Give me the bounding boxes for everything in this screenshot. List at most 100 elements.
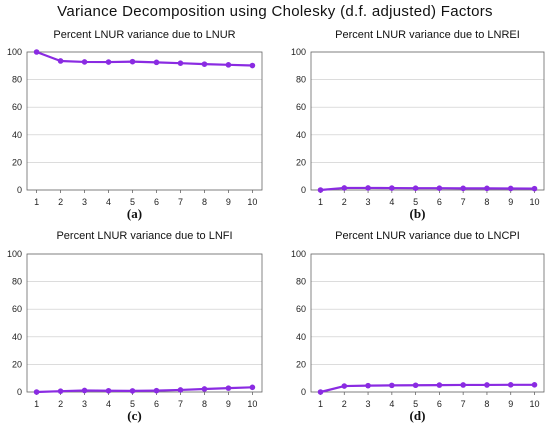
panel-b-ytick-label: 0 [301,185,306,195]
panel-b-xtick-label: 4 [389,197,394,207]
panel-a-xtick-label: 2 [58,197,63,207]
figure-title: Variance Decomposition using Cholesky (d… [57,3,493,20]
panel-b-data-point [317,187,324,193]
panel-a-xtick-label: 10 [247,197,257,207]
panel-b-data-point [531,185,538,192]
panel-c-xtick-label: 2 [58,399,63,409]
panel-b-xtick-label: 5 [413,197,418,207]
panel-d-data-point [460,382,466,388]
panel-a-xtick-label: 4 [106,197,111,207]
panel-d-xtick-label: 1 [318,399,323,409]
panel-c-xtick-label: 7 [178,399,183,409]
panel-d-label: (d) [410,408,426,423]
panel-b-data-point [389,185,395,191]
panel-c-ytick-label: 100 [7,249,22,259]
panel-c-data-point [105,387,112,394]
panel-d-series-line [320,383,535,394]
panel-b-xtick-label: 7 [461,197,466,207]
panel-c-data-point [81,387,88,394]
panel-d-xtick-label: 6 [437,399,442,409]
panel-a-ytick-label: 40 [12,130,22,140]
panel-a-xtick-label: 9 [226,197,231,207]
panel-b-ytick-label: 100 [291,47,306,57]
panel-a-xtick-label: 5 [130,197,135,207]
panel-d-title: Percent LNUR variance due to LNCPI [335,230,520,242]
panel-b-ytick-label: 20 [296,157,306,167]
panel-a-xtick-label: 6 [154,197,159,207]
panel-b-title: Percent LNUR variance due to LNREI [335,29,520,41]
panel-b-ytick-label: 40 [296,130,306,140]
panel-d-ytick-label: 80 [296,277,306,287]
panel-c-ytick-label: 40 [12,332,22,342]
panel-a-data-point [81,59,88,65]
panel-c-series-line [36,386,253,394]
panel-d-data-point [507,382,514,388]
panel-d-ytick-label: 100 [291,249,306,259]
panel-c-data-point [177,387,184,393]
panel-d-data-point [389,382,395,389]
panel-a-data-point [153,59,160,66]
panel-d-data-point [365,382,371,389]
panel-a-frame [26,51,263,191]
panel-d-data-point [341,383,348,389]
panel-a-ytick-label: 20 [12,157,22,167]
panel-b-series-line [320,186,535,192]
panel-b-ytick-label: 60 [296,102,306,112]
panel-a-ytick-label: 80 [12,75,22,85]
panel-b-xtick-label: 8 [484,197,489,207]
panel-a-title: Percent LNUR variance due to LNUR [53,29,235,41]
panel-c-frame [26,253,263,393]
panel-a-data-point [225,62,232,68]
panel-c-data-point [249,384,256,391]
panel-a-ytick-label: 60 [12,102,22,112]
panel-a-data-point [201,61,208,67]
panel-b-data-point [460,185,466,192]
panel-c-xtick-label: 6 [154,399,159,409]
panel-b-data-point [365,185,371,191]
panel-b-frame [310,51,545,191]
panel-d-xtick-label: 2 [342,399,347,409]
panel-d-xtick-label: 9 [508,399,513,409]
panel-c-data-point [153,387,160,394]
panel-c-xtick-label: 10 [247,399,257,409]
panel-d-data-point [484,382,490,388]
panel-c-ytick-label: 20 [12,359,22,369]
panel-c-xtick-label: 3 [82,399,87,409]
panel-d-xtick-label: 10 [529,399,539,409]
panel-b-xtick-label: 2 [342,197,347,207]
panel-c-ytick-label: 0 [17,387,22,397]
panel-c-xtick-label: 4 [106,399,111,409]
panel-c-data-point [57,388,64,394]
panel-c-xtick-label: 1 [34,399,39,409]
panel-a-data-point [105,59,112,65]
panel-a-data-point [33,49,40,55]
panel-c-label: (c) [127,408,141,423]
panel-d-data-point [317,389,324,395]
panel-a-data-point [249,62,256,69]
panel-b-data-point [412,185,419,192]
panel-d-data-point [412,382,419,389]
panel-a-data-point [57,58,64,64]
panel-c-xtick-label: 5 [130,399,135,409]
panel-d-ytick-label: 40 [296,332,306,342]
panel-b-xtick-label: 3 [366,197,371,207]
panel-d-ytick-label: 60 [296,304,306,314]
panel-b-xtick-label: 6 [437,197,442,207]
panel-a-data-point [129,58,136,65]
panel-c-data-point [129,388,136,394]
panel-a-label: (a) [127,206,142,221]
panel-d-xtick-label: 4 [389,399,394,409]
panel-d-frame [310,253,545,393]
panel-a-data-point [177,60,184,66]
panel-c-xtick-label: 9 [226,399,231,409]
panel-d-data-point [436,382,443,388]
panel-a-series-line [36,50,253,67]
panel-b-data-point [484,185,490,192]
panel-b-data-point [341,185,348,191]
panel-a-ytick-label: 0 [17,185,22,195]
panel-b-label: (b) [410,206,426,221]
panel-d-data-point [531,382,538,388]
panel-b-xtick-label: 10 [529,197,539,207]
panel-c-title: Percent LNUR variance due to LNFI [56,230,232,242]
